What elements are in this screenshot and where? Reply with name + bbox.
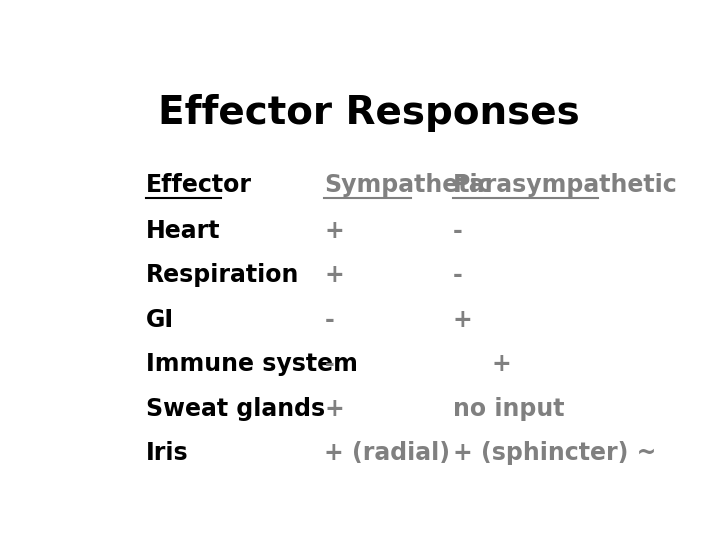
Text: GI: GI [145,308,174,332]
Text: no input: no input [453,396,564,421]
Text: Effector: Effector [145,173,252,197]
Text: +: + [492,352,511,376]
Text: -: - [453,219,462,242]
Text: -: - [324,308,334,332]
Text: Effector Responses: Effector Responses [158,94,580,132]
Text: Sweat glands: Sweat glands [145,396,325,421]
Text: -: - [453,263,462,287]
Text: Parasympathetic: Parasympathetic [453,173,678,197]
Text: + (sphincter) ~: + (sphincter) ~ [453,441,656,465]
Text: -: - [324,352,334,376]
Text: Immune system: Immune system [145,352,358,376]
Text: +: + [324,396,344,421]
Text: +: + [453,308,472,332]
Text: Iris: Iris [145,441,189,465]
Text: +: + [324,219,344,242]
Text: Heart: Heart [145,219,220,242]
Text: +: + [324,263,344,287]
Text: Respiration: Respiration [145,263,300,287]
Text: Sympathetic: Sympathetic [324,173,492,197]
Text: + (radial): + (radial) [324,441,451,465]
